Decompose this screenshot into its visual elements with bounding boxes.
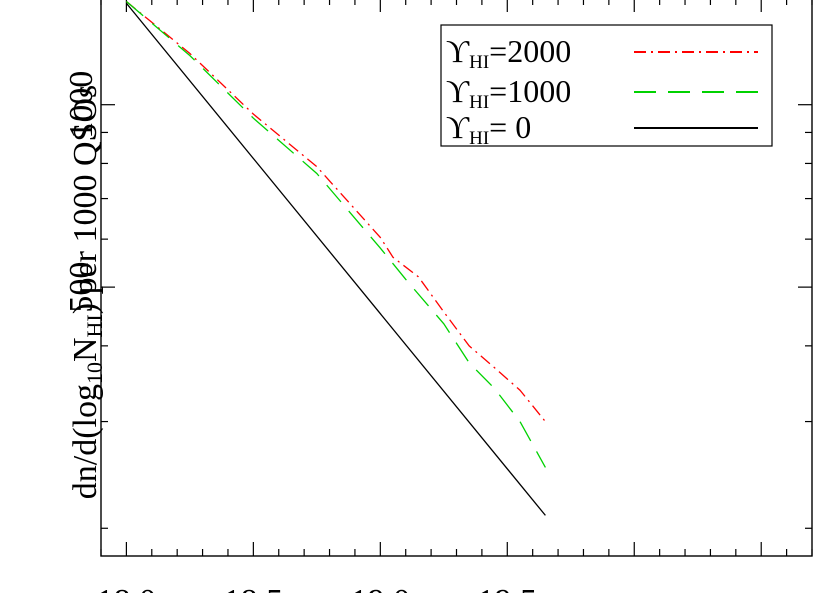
x-tick-label: 19.5 — [478, 583, 538, 593]
y-axis-label-sub2: HI — [82, 314, 107, 337]
series-layer — [125, 0, 546, 516]
legend-label-0: ϒHI=2000 — [446, 33, 571, 73]
tick-labels: 18.0 18.5 19.0 19.5 500 1000 — [63, 71, 537, 593]
y-axis-label-sub1: 10 — [82, 362, 107, 384]
series-line-0 — [125, 0, 546, 423]
x-tick-label: 18.5 — [224, 583, 284, 593]
series-line-2 — [125, 2, 546, 516]
series-line-1 — [125, 1, 546, 468]
legend-label-1: ϒHI=1000 — [446, 73, 571, 113]
axis-ticks — [100, 0, 813, 556]
x-tick-label: 19.0 — [351, 583, 411, 593]
y-axis-label-prefix: dn/d(log — [67, 384, 104, 499]
y-tick-label: 1000 — [63, 71, 100, 139]
legend-box — [440, 24, 773, 147]
y-axis-label-suffix: ) per 1000 QSOs — [67, 85, 104, 314]
legend-label-2: ϒHI= 0 — [446, 109, 531, 149]
x-tick-label: 18.0 — [97, 583, 157, 593]
y-axis-label: dn/d(log10NHI) per 1000 QSOs — [67, 85, 107, 499]
y-tick-label: 500 — [63, 262, 100, 313]
y-axis-label-mid: N — [67, 337, 104, 362]
